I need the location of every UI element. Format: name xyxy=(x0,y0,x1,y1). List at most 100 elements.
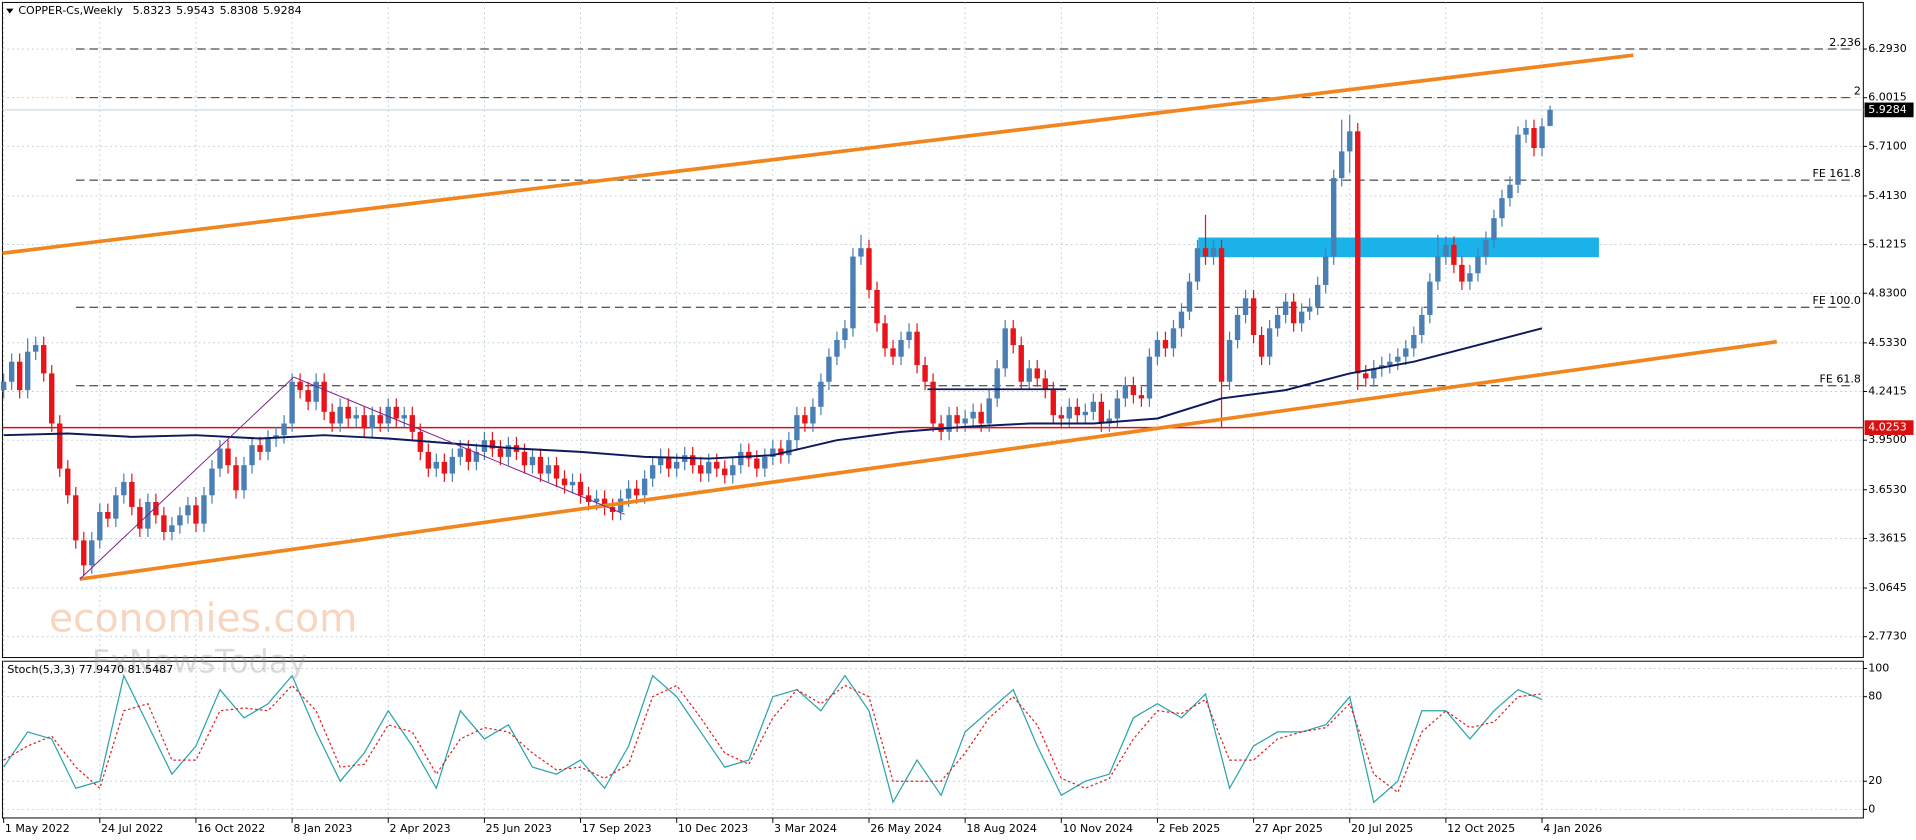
watermark-partner: FxNewsToday xyxy=(92,643,307,681)
candle-body xyxy=(810,406,816,424)
candle-body xyxy=(329,411,335,424)
x-tick-label: 2 Feb 2025 xyxy=(1159,822,1221,835)
candle-body xyxy=(1371,368,1377,379)
candle-body xyxy=(1098,401,1105,424)
price-panel xyxy=(1,1,1864,659)
candle-body xyxy=(1483,239,1489,257)
candle-body xyxy=(1026,368,1032,382)
x-tick-label: 17 Sep 2023 xyxy=(582,822,652,835)
candle-body xyxy=(201,495,207,524)
candle-body xyxy=(473,451,480,462)
candle-body xyxy=(337,406,343,424)
candle-body xyxy=(1266,328,1273,357)
candle-body xyxy=(505,445,512,457)
candle-body xyxy=(289,381,295,424)
candle-body xyxy=(1226,340,1233,382)
current-price-label: 5.9284 xyxy=(1868,103,1907,116)
candle-body xyxy=(433,461,440,469)
y-tick-label: 20 xyxy=(1868,774,1882,787)
x-tick-label: 25 Jun 2023 xyxy=(486,822,552,835)
candle-body xyxy=(1210,248,1217,257)
support-price-label: 4.0253 xyxy=(1868,421,1907,434)
candle-body xyxy=(577,481,584,496)
candle-body xyxy=(545,465,552,474)
y-tick-label: 3.0645 xyxy=(1868,581,1907,594)
x-tick-label: 12 Oct 2025 xyxy=(1447,822,1515,835)
x-tick-label: 4 Jan 2026 xyxy=(1543,822,1602,835)
candle-body xyxy=(1218,248,1225,382)
candle-body xyxy=(113,495,119,519)
candle-body xyxy=(425,451,432,469)
candle-body xyxy=(385,406,391,424)
candle-body xyxy=(497,448,504,457)
candle-body xyxy=(1547,109,1553,126)
candle-body xyxy=(946,415,952,432)
candle-body xyxy=(1050,390,1056,416)
candle-body xyxy=(625,488,632,499)
y-tick-label: 5.4130 xyxy=(1868,189,1907,202)
candle-body xyxy=(898,340,904,357)
candle-body xyxy=(730,465,736,476)
candle-body xyxy=(137,506,143,529)
menu-icon[interactable] xyxy=(6,8,14,14)
candle-body xyxy=(850,256,856,329)
candle-body xyxy=(834,340,840,357)
candle-body xyxy=(593,498,600,502)
candle-body xyxy=(1074,406,1081,416)
candle-body xyxy=(257,445,263,452)
x-tick-label: 18 Aug 2024 xyxy=(966,822,1037,835)
candle-body xyxy=(73,495,79,541)
candle-body xyxy=(1467,273,1473,282)
candle-body xyxy=(33,345,39,352)
y-tick-label: 4.5330 xyxy=(1868,336,1907,349)
candle-body xyxy=(1058,415,1064,419)
candle-body xyxy=(698,465,704,474)
candle-body xyxy=(906,331,912,341)
candle-body xyxy=(569,481,576,486)
candle-body xyxy=(1443,244,1449,257)
candle-body xyxy=(1306,306,1313,312)
candle-body xyxy=(1234,314,1241,341)
candle-body xyxy=(1363,373,1369,379)
fib-level-label: FE 61.8 xyxy=(1820,373,1861,386)
y-tick-label: 6.2930 xyxy=(1868,42,1907,55)
candle-body xyxy=(1411,335,1417,349)
current-price-box xyxy=(1864,102,1914,118)
candle-body xyxy=(1138,395,1145,399)
candle-body xyxy=(305,390,311,402)
candle-body xyxy=(1331,178,1337,257)
candle-body xyxy=(345,406,351,419)
candle-body xyxy=(1066,406,1072,419)
candle-body xyxy=(321,381,327,412)
candle-body xyxy=(1082,411,1089,416)
candle-body xyxy=(866,248,872,290)
y-tick-label: 2.7730 xyxy=(1868,630,1907,643)
candle-body xyxy=(1258,335,1265,357)
candle-body xyxy=(1290,301,1297,324)
candle-body xyxy=(1395,356,1401,362)
candle-body xyxy=(673,461,680,469)
candle-body xyxy=(1242,298,1249,315)
candle-body xyxy=(970,411,976,419)
candle-body xyxy=(153,501,159,516)
candle-body xyxy=(1010,328,1016,346)
candle-body xyxy=(177,515,183,526)
candle-body xyxy=(529,456,536,466)
x-tick-label: 2 Apr 2023 xyxy=(389,822,450,835)
candle-body xyxy=(657,456,664,466)
candle-body xyxy=(361,415,367,429)
candle-body xyxy=(1282,301,1289,315)
candle-body xyxy=(754,458,760,469)
candle-body xyxy=(954,415,960,424)
candle-body xyxy=(489,440,496,449)
candle-body xyxy=(457,448,464,457)
candle-body xyxy=(930,381,936,424)
stoch-line xyxy=(3,684,1543,794)
candle-body xyxy=(65,468,71,496)
candle-body xyxy=(818,381,824,407)
candle-body xyxy=(241,465,247,491)
trend-line xyxy=(2,53,1634,256)
candle-body xyxy=(1435,256,1441,282)
candle-body xyxy=(1122,385,1129,399)
candle-body xyxy=(249,445,255,466)
